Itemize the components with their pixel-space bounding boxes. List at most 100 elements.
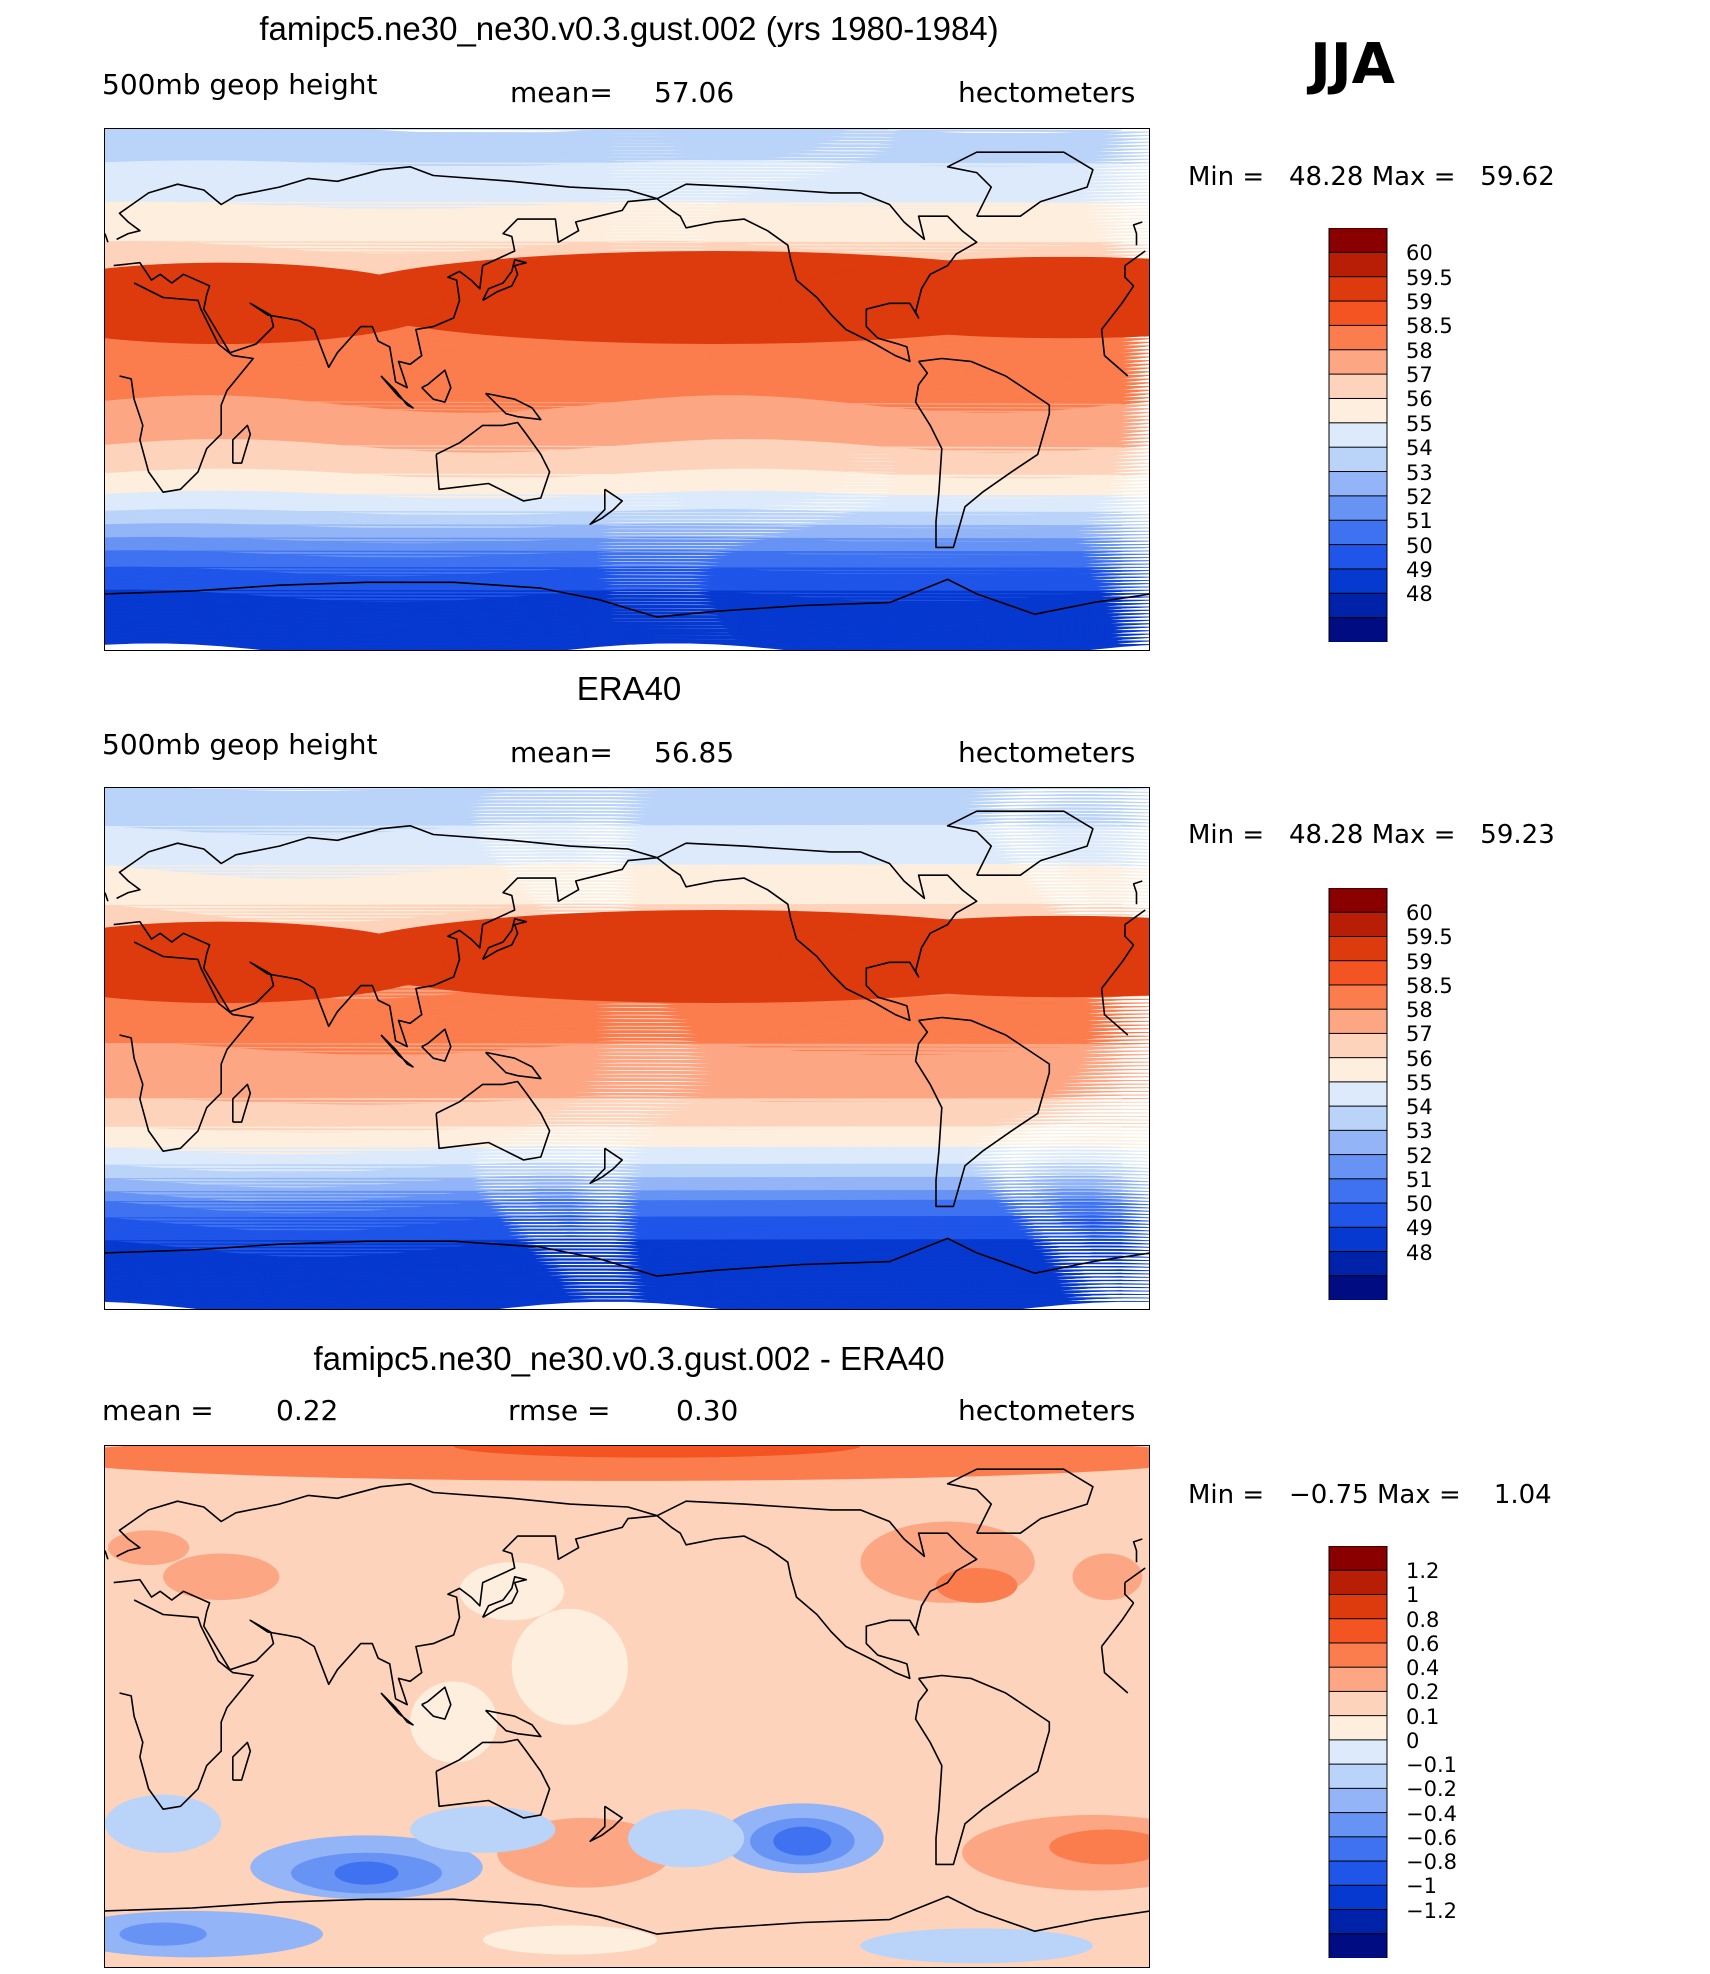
panel1-min-value: 48.28 [1288,162,1364,192]
colorbar-box [1328,373,1388,400]
field-anomaly [119,1922,207,1946]
panel3-mean-value: 0.22 [276,1394,339,1427]
coastline [914,357,1051,549]
colorbar-tick-label: −0.8 [1406,1850,1457,1875]
field-anomaly [410,1806,556,1853]
coastline [435,1080,551,1161]
colorbar-tick-label: 0.4 [1406,1656,1440,1681]
coastline [380,1034,414,1068]
coastline [421,1686,452,1720]
coastline [105,221,1143,246]
colorbar-box [1328,1763,1388,1790]
panel1-min-max: Min = 48.28 Max = 59.62 [1188,162,1555,192]
coastline [119,1599,1135,1810]
colorbar-box [1328,568,1388,595]
colorbar-tick-label: 0.8 [1406,1607,1440,1632]
colorbar-box [1328,1690,1388,1717]
colorbar-tick-label: 0 [1406,1728,1420,1753]
coastline [946,1468,1094,1534]
colorbar-box [1328,446,1388,473]
panel1-title: famipc5.ne30_ne30.v0.3.gust.002 (yrs 198… [259,10,999,47]
panel3-max-label: Max = [1376,1480,1461,1510]
field-high [105,921,445,1003]
colorbar-tick-label: 54 [1406,1095,1433,1120]
colorbar-tick-label: 48 [1406,582,1433,607]
colorbar-tick-label: −1 [1406,1874,1437,1899]
panel2-units: hectometers [958,736,1136,769]
panel2-colorbar [1328,888,1388,1300]
colorbar-box [1328,911,1388,938]
colorbar-tick-label: 53 [1406,1119,1433,1144]
colorbar-box [1328,251,1388,278]
panel1-colorbar [1328,228,1388,642]
field-band [105,1293,1149,1309]
colorbar-box [1328,1812,1388,1838]
colorbar-tick-label: 59 [1406,290,1433,315]
colorbar-tick-label: 0.2 [1406,1680,1440,1705]
panel2-max-label: Max = [1371,820,1456,850]
colorbar-tick-label: 57 [1406,363,1433,388]
colorbar-tick-label: −1.2 [1406,1898,1457,1923]
colorbar-tick-label: 49 [1406,557,1433,582]
coastline [656,842,978,1022]
panel1-max-label: Max = [1371,162,1456,192]
colorbar-tick-label: −0.6 [1406,1825,1457,1850]
field-anomaly [410,1681,498,1763]
colorbar-tick-label: 58.5 [1406,973,1453,998]
field-band [105,1297,1149,1309]
panel3-min-max: Min = −0.75 Max = 1.04 [1188,1480,1552,1510]
colorbar-tick-label: 54 [1406,436,1433,461]
colorbar-box [1328,1129,1388,1156]
coastline [485,1051,542,1080]
colorbar-box [1328,1081,1388,1108]
colorbar-box [1328,276,1388,302]
coastline [914,1674,1051,1866]
colorbar-box [1328,1836,1388,1862]
colorbar-tick-label: 48 [1406,1240,1433,1265]
field-background [105,1446,1149,1967]
panel3-min-value: −0.75 [1288,1480,1369,1510]
coastline [946,151,1094,217]
colorbar-tick-label: 52 [1406,484,1433,509]
colorbar-tick-label: 49 [1406,1216,1433,1241]
panel3-rmse-label: rmse = [508,1394,611,1427]
colorbar-box [1328,1178,1388,1204]
colorbar-tick-label: 50 [1406,1192,1433,1217]
colorbar-tick-label: 53 [1406,460,1433,485]
season-label: JJA [1310,32,1396,97]
coastline [119,282,1135,493]
panel3-map [104,1445,1150,1968]
coastline [105,1538,1143,1563]
colorbar-box [1328,1618,1388,1644]
colorbar-box [1328,888,1388,914]
colorbar-box [1328,519,1388,546]
colorbar-tick-label: 58.5 [1406,314,1453,339]
colorbar-box [1328,495,1388,522]
colorbar-box [1328,1593,1388,1620]
coastline [485,392,542,421]
colorbar-box [1328,1933,1388,1958]
colorbar-box [1328,1909,1388,1935]
colorbar-box [1328,1154,1388,1180]
panel3-mean-label: mean = [102,1394,214,1427]
panel1-max-value: 59.62 [1480,162,1555,192]
panel1-units: hectometers [958,76,1136,109]
coastline [485,1709,542,1738]
coastline [589,1147,623,1184]
panel2-min-max: Min = 48.28 Max = 59.23 [1188,820,1555,850]
colorbar-tick-label: 1 [1406,1583,1420,1608]
colorbar-box [1328,300,1388,327]
colorbar-box [1328,1275,1388,1300]
panel3-units: hectometers [958,1394,1136,1427]
colorbar-tick-label: 59.5 [1406,265,1453,290]
colorbar-tick-label: 1.2 [1406,1559,1440,1584]
colorbar-tick-label: −0.2 [1406,1777,1457,1802]
field-anomaly [860,1928,1093,1964]
field-anomaly [1049,1829,1149,1865]
colorbar-tick-label: 56 [1406,1046,1433,1071]
colorbar-box [1328,349,1388,376]
colorbar-tick-label: −0.1 [1406,1753,1457,1778]
panel2-mean-value: 56.85 [654,736,735,769]
panel2-title: ERA40 [576,670,682,707]
colorbar-box [1328,1666,1388,1693]
